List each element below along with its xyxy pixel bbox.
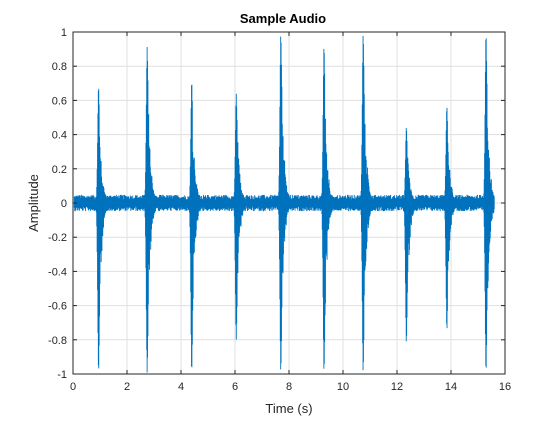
- y-tick-label: -0.4: [48, 266, 67, 278]
- x-tick-label: 10: [337, 381, 349, 393]
- tick-marks: [72, 31, 506, 375]
- chart-title: Sample Audio: [240, 11, 326, 26]
- y-tick-label: -0.8: [48, 335, 67, 347]
- y-tick-label: 0.2: [52, 164, 67, 176]
- y-axis-label: Amplitude: [26, 174, 41, 232]
- y-tick-labels: -1 -0.8 -0.6 -0.4 -0.2 0 0.2 0.4 0.6 0.8 1: [48, 27, 67, 381]
- x-tick-labels: 0 2 4 6 8 10 12 14 16: [70, 381, 511, 393]
- x-tick-label: 6: [232, 381, 238, 393]
- y-tick-label: 0.6: [52, 95, 67, 107]
- y-tick-label: 0.8: [52, 61, 67, 73]
- x-tick-label: 0: [70, 381, 76, 393]
- x-tick-label: 4: [178, 381, 184, 393]
- series-layer: [73, 35, 495, 373]
- y-tick-label: 0.4: [52, 130, 67, 142]
- x-tick-label: 8: [286, 381, 292, 393]
- audio-waveform-series: [73, 35, 495, 373]
- y-tick-label: 1: [61, 27, 67, 39]
- x-tick-label: 14: [445, 381, 457, 393]
- y-tick-label: -0.2: [48, 232, 67, 244]
- y-tick-label: -0.6: [48, 301, 67, 313]
- y-tick-label: -1: [57, 369, 67, 381]
- x-tick-label: 16: [499, 381, 511, 393]
- x-tick-label: 2: [124, 381, 130, 393]
- y-tick-label: 0: [61, 198, 67, 210]
- x-tick-label: 12: [391, 381, 403, 393]
- x-axis-label: Time (s): [265, 401, 312, 416]
